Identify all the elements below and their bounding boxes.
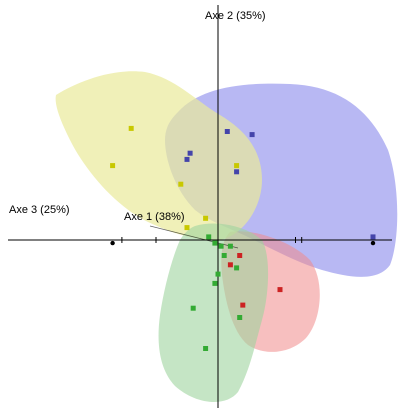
data-point bbox=[128, 125, 134, 131]
axes bbox=[8, 5, 392, 408]
axis-3-label: Axe 3 (25%) bbox=[9, 204, 70, 216]
axis-ticks bbox=[121, 237, 303, 243]
data-point bbox=[184, 225, 190, 231]
data-point bbox=[110, 163, 116, 169]
data-point bbox=[237, 253, 243, 258]
axis-marker bbox=[110, 240, 115, 246]
yellow-group-envelope bbox=[55, 71, 263, 241]
data-point bbox=[234, 265, 240, 271]
data-point bbox=[212, 280, 218, 286]
data-point bbox=[234, 169, 240, 175]
axis-2-label: Axe 2 (35%) bbox=[205, 10, 266, 22]
data-point bbox=[224, 129, 230, 134]
data-point bbox=[215, 271, 221, 277]
data-point bbox=[184, 156, 190, 162]
data-point bbox=[249, 132, 255, 138]
axis-marker bbox=[370, 240, 376, 246]
data-point bbox=[178, 181, 184, 187]
data-point bbox=[218, 243, 224, 249]
axis-1-label: Axe 1 (38%) bbox=[124, 211, 185, 223]
data-point bbox=[187, 150, 193, 156]
data-point bbox=[221, 253, 227, 258]
group-envelopes bbox=[55, 71, 398, 403]
data-point bbox=[227, 262, 233, 268]
data-point bbox=[370, 234, 376, 240]
data-point bbox=[203, 215, 209, 221]
data-point bbox=[277, 287, 283, 293]
data-points bbox=[110, 125, 376, 351]
data-point bbox=[227, 243, 233, 249]
data-point bbox=[190, 305, 196, 311]
data-point bbox=[212, 240, 218, 246]
data-point bbox=[203, 346, 209, 351]
data-point bbox=[206, 234, 212, 240]
green-group-envelope bbox=[158, 223, 269, 403]
data-point bbox=[237, 315, 243, 320]
data-point bbox=[240, 302, 246, 308]
data-point bbox=[234, 163, 240, 169]
